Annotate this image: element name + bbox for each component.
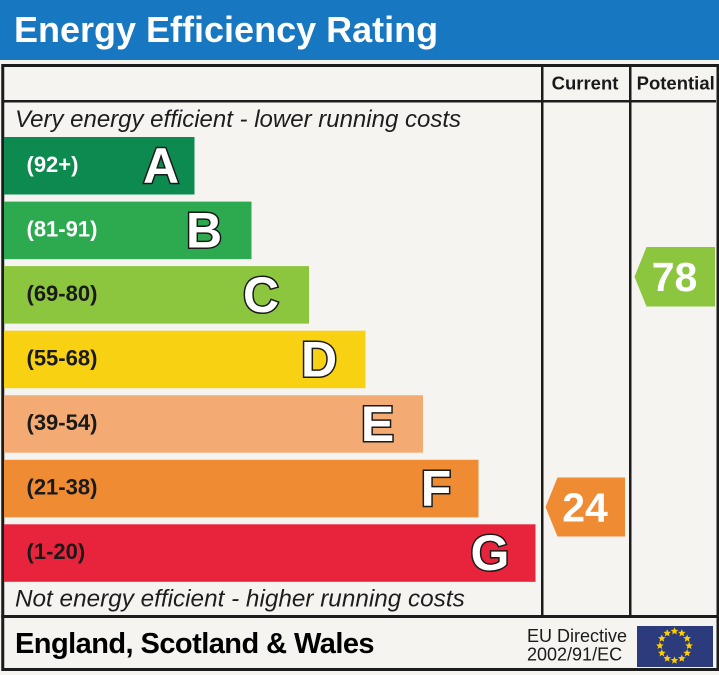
svg-text:Not energy efficient - higher: Not energy efficient - higher running co… — [15, 586, 465, 613]
svg-text:(55-68): (55-68) — [27, 346, 98, 371]
svg-text:E: E — [361, 396, 394, 452]
svg-text:(81-91): (81-91) — [27, 216, 98, 241]
svg-text:24: 24 — [562, 484, 608, 530]
svg-text:(1-20): (1-20) — [27, 539, 86, 564]
svg-text:England, Scotland & Wales: England, Scotland & Wales — [15, 628, 374, 660]
svg-text:C: C — [243, 267, 279, 323]
svg-text:Very energy efficient - lower: Very energy efficient - lower running co… — [15, 106, 461, 133]
svg-text:(92+): (92+) — [27, 152, 79, 177]
svg-text:Current: Current — [552, 72, 619, 93]
svg-text:B: B — [186, 203, 222, 259]
svg-text:Energy Efficiency Rating: Energy Efficiency Rating — [14, 9, 438, 50]
svg-text:EU Directive: EU Directive — [527, 626, 627, 646]
svg-text:F: F — [421, 461, 452, 517]
svg-text:D: D — [301, 332, 337, 388]
svg-text:78: 78 — [652, 254, 698, 300]
svg-text:(39-54): (39-54) — [27, 410, 98, 435]
svg-text:(21-38): (21-38) — [27, 475, 98, 500]
svg-text:2002/91/EC: 2002/91/EC — [527, 645, 622, 665]
svg-text:Potential: Potential — [637, 72, 715, 93]
svg-text:G: G — [471, 525, 510, 581]
svg-text:(69-80): (69-80) — [27, 281, 98, 306]
svg-text:A: A — [143, 138, 179, 194]
